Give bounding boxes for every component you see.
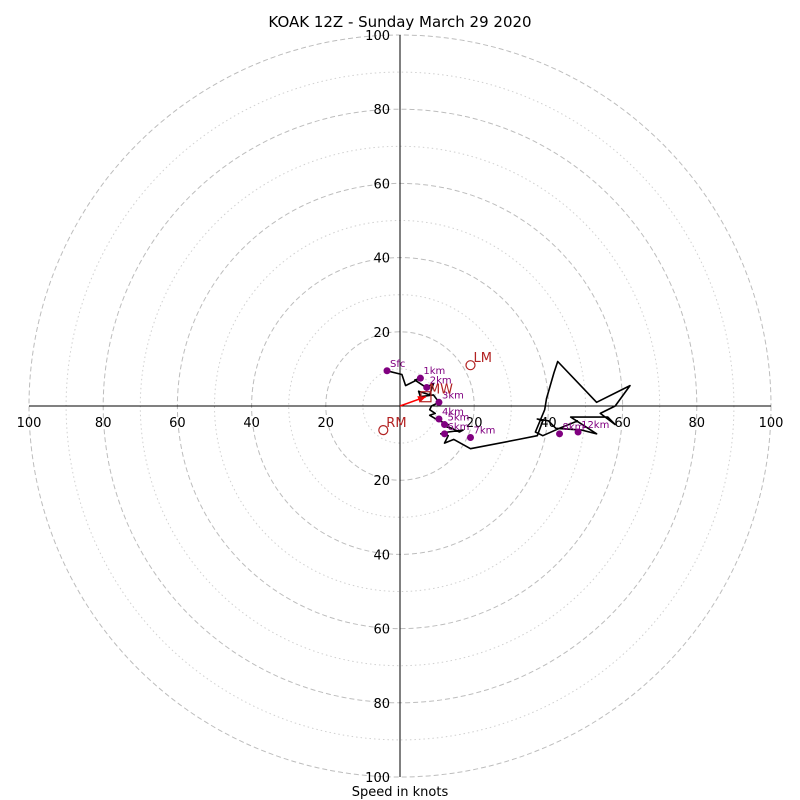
tick-label-south-60: 60 (373, 623, 390, 638)
storm-motion-label-mw: MW (429, 383, 453, 398)
hodograph-line (386, 360, 631, 450)
tick-label-south-80: 80 (373, 697, 390, 712)
tick-label-north-40: 40 (373, 252, 390, 267)
height-point-4km (435, 415, 443, 423)
storm-motion-label-lm: LM (473, 351, 491, 366)
tick-label-north-100: 100 (365, 29, 390, 44)
storm-motion-markers: LM RM MW (378, 351, 492, 436)
tick-label-north-60: 60 (373, 177, 390, 192)
height-label-8km: 8km (563, 422, 585, 433)
height-point-5km (441, 421, 449, 429)
height-point-sfc (383, 367, 391, 375)
height-point-2km (423, 383, 431, 391)
storm-motion-marker-lm (465, 360, 476, 371)
x-axis-label: Speed in knots (352, 785, 449, 800)
storm-motion-label-rm: RM (386, 416, 406, 431)
height-point-8km (556, 430, 564, 438)
tick-label-south-20: 20 (373, 474, 390, 489)
tick-label-east-60: 60 (614, 416, 631, 431)
tick-labels: 2020202040404040606060608080808010010010… (17, 29, 784, 786)
hodograph-trace (386, 360, 631, 450)
height-label-5km: 5km (448, 413, 470, 424)
height-label-6km: 6km (448, 422, 470, 433)
tick-label-north-80: 80 (373, 103, 390, 118)
tick-label-north-20: 20 (373, 326, 390, 341)
storm-motion-marker-mw (420, 391, 432, 403)
height-label-7km: 7km (473, 426, 495, 437)
height-label-2km: 2km (430, 375, 452, 386)
height-point-6km (441, 430, 449, 438)
height-label-sfc: Sfc (390, 359, 405, 370)
tick-label-south-100: 100 (365, 771, 390, 786)
tick-label-east-100: 100 (759, 416, 784, 431)
tick-label-west-80: 80 (95, 416, 112, 431)
tick-label-east-20: 20 (466, 416, 483, 431)
tick-label-west-40: 40 (243, 416, 260, 431)
height-label-12km: 12km (581, 420, 609, 431)
tick-label-south-40: 40 (373, 548, 390, 563)
tick-label-west-60: 60 (169, 416, 186, 431)
height-point-3km (435, 398, 443, 406)
storm-motion-marker-rm (378, 425, 389, 436)
tick-label-west-20: 20 (318, 416, 335, 431)
shear-vector-head (417, 396, 426, 403)
height-point-12km (574, 428, 582, 436)
tick-label-west-100: 100 (17, 416, 42, 431)
height-label-1km: 1km (423, 366, 445, 377)
height-point-7km (466, 434, 474, 442)
chart-title: KOAK 12Z - Sunday March 29 2020 (268, 13, 531, 31)
tick-label-east-80: 80 (689, 416, 706, 431)
height-point-1km (416, 374, 424, 382)
height-label-4km: 4km (442, 407, 464, 418)
height-label-3km: 3km (442, 390, 464, 401)
